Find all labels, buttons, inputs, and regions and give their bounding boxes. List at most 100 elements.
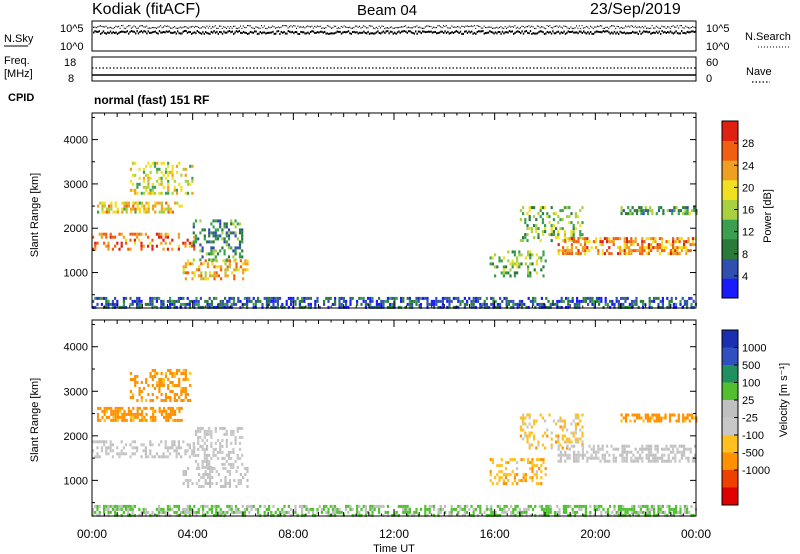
noise-sky-dot xyxy=(101,31,103,34)
data-cell-velocity-r1 xyxy=(154,418,157,422)
noise-search-dot xyxy=(234,25,236,27)
data-cell-power-r6 xyxy=(579,209,582,213)
data-cell-power-r9 xyxy=(316,299,319,303)
data-cell-velocity-r9 xyxy=(477,504,480,508)
data-cell-power-r7 xyxy=(625,246,628,250)
data-cell-velocity-r7 xyxy=(661,459,664,463)
data-cell-power-r9 xyxy=(138,302,141,306)
data-cell-velocity-r1 xyxy=(123,418,126,422)
data-cell-velocity-r3 xyxy=(187,485,190,488)
data-cell-velocity-r9 xyxy=(395,510,398,514)
data-cell-velocity-r0 xyxy=(147,455,150,459)
data-cell-velocity-r3 xyxy=(239,473,242,476)
data-cell-velocity-r9 xyxy=(122,510,125,514)
data-cell-power-r6 xyxy=(528,218,531,222)
data-cell-velocity-r9 xyxy=(653,504,656,508)
data-cell-velocity-r9 xyxy=(151,513,154,517)
data-cell-velocity-r9 xyxy=(444,510,447,514)
data-cell-velocity-r9 xyxy=(193,510,196,514)
data-cell-power-r9 xyxy=(232,302,235,306)
data-cell-power-r9 xyxy=(342,299,345,303)
data-cell-power-r0 xyxy=(160,241,163,245)
data-cell-power-r9 xyxy=(243,302,246,306)
data-cell-velocity-r0 xyxy=(129,443,132,447)
data-cell-power-r9 xyxy=(578,305,581,309)
data-cell-velocity-r0 xyxy=(131,452,134,456)
noise-sky-dot xyxy=(675,30,677,33)
data-cell-velocity-r3 xyxy=(198,485,201,488)
data-cell-power-r9 xyxy=(591,296,594,300)
data-cell-velocity-r4 xyxy=(238,441,242,445)
noise-search-dot xyxy=(368,25,370,27)
data-cell-power-r9 xyxy=(158,296,161,300)
data-cell-power-r9 xyxy=(435,296,438,300)
noise-sky-dot xyxy=(644,30,646,33)
data-cell-velocity-r8 xyxy=(668,413,672,417)
noise-search-dot xyxy=(678,27,680,29)
data-cell-velocity-r5 xyxy=(498,464,501,468)
data-cell-power-r9 xyxy=(109,302,112,306)
data-cell-velocity-r6 xyxy=(533,434,536,438)
data-cell-velocity-r7 xyxy=(595,450,598,454)
data-cell-power-r9 xyxy=(208,296,211,300)
data-cell-power-r6 xyxy=(522,206,525,210)
data-cell-power-r9 xyxy=(540,302,543,306)
data-cell-velocity-r6 xyxy=(550,443,553,447)
data-cell-power-r4 xyxy=(223,252,226,256)
data-cell-power-r9 xyxy=(118,305,121,309)
data-cell-power-r7 xyxy=(617,252,620,256)
data-cell-power-r6 xyxy=(526,233,529,237)
data-cell-velocity-r4 xyxy=(201,438,204,442)
data-cell-power-r9 xyxy=(224,305,227,309)
data-cell-velocity-r9 xyxy=(644,504,647,508)
data-cell-velocity-r2 xyxy=(140,390,143,393)
nave-tick-bottom: 0 xyxy=(706,73,712,85)
data-cell-velocity-r2 xyxy=(189,384,192,387)
data-cell-velocity-r9 xyxy=(305,504,308,508)
data-cell-velocity-r4 xyxy=(197,441,200,445)
noise-sky-dot xyxy=(147,30,149,33)
data-cell-power-r1 xyxy=(147,207,150,211)
data-cell-power-r9 xyxy=(617,299,620,303)
noise-search-dot xyxy=(308,26,310,28)
noise-sky-dot xyxy=(451,31,453,34)
noise-sky-dot xyxy=(212,31,214,34)
data-cell-power-r6 xyxy=(568,239,571,243)
data-cell-velocity-r5 xyxy=(531,470,534,474)
data-cell-power-r9 xyxy=(463,305,466,309)
data-cell-power-r7 xyxy=(595,246,598,250)
data-cell-velocity-r8 xyxy=(675,419,678,423)
data-cell-velocity-r9 xyxy=(206,504,209,508)
noise-search-dot xyxy=(245,27,247,29)
data-cell-power-r3 xyxy=(187,262,190,266)
data-cell-velocity-r9 xyxy=(138,507,141,511)
data-cell-velocity-r7 xyxy=(603,456,606,460)
data-cell-power-r0 xyxy=(158,232,161,236)
data-cell-velocity-r4 xyxy=(219,447,222,451)
data-cell-velocity-r9 xyxy=(114,507,117,511)
data-cell-power-r1 xyxy=(143,210,146,214)
data-cell-power-r3 xyxy=(195,268,198,272)
data-cell-velocity-r9 xyxy=(378,504,381,508)
data-cell-velocity-r1 xyxy=(127,412,130,416)
noise-sky-dot xyxy=(438,31,441,34)
data-cell-velocity-r7 xyxy=(557,453,560,457)
noise-search-dot xyxy=(340,25,342,28)
data-cell-velocity-r8 xyxy=(657,413,661,417)
data-cell-power-r7 xyxy=(641,237,644,241)
data-cell-velocity-r1 xyxy=(141,412,144,416)
data-cell-power-r2 xyxy=(147,191,150,195)
data-cell-power-r9 xyxy=(248,296,251,300)
data-cell-velocity-r9 xyxy=(433,507,436,511)
noise-search-dot xyxy=(298,26,300,28)
data-cell-velocity-r4 xyxy=(221,450,224,454)
data-cell-velocity-r7 xyxy=(680,456,683,460)
noise-sky-dot xyxy=(172,31,175,34)
data-cell-velocity-r5 xyxy=(544,473,547,477)
data-cell-velocity-r6 xyxy=(574,422,577,426)
power-colorbar-swatch xyxy=(722,239,738,259)
data-cell-velocity-r2 xyxy=(184,369,187,372)
data-cell-power-r9 xyxy=(448,305,451,309)
data-cell-velocity-r9 xyxy=(283,510,286,514)
